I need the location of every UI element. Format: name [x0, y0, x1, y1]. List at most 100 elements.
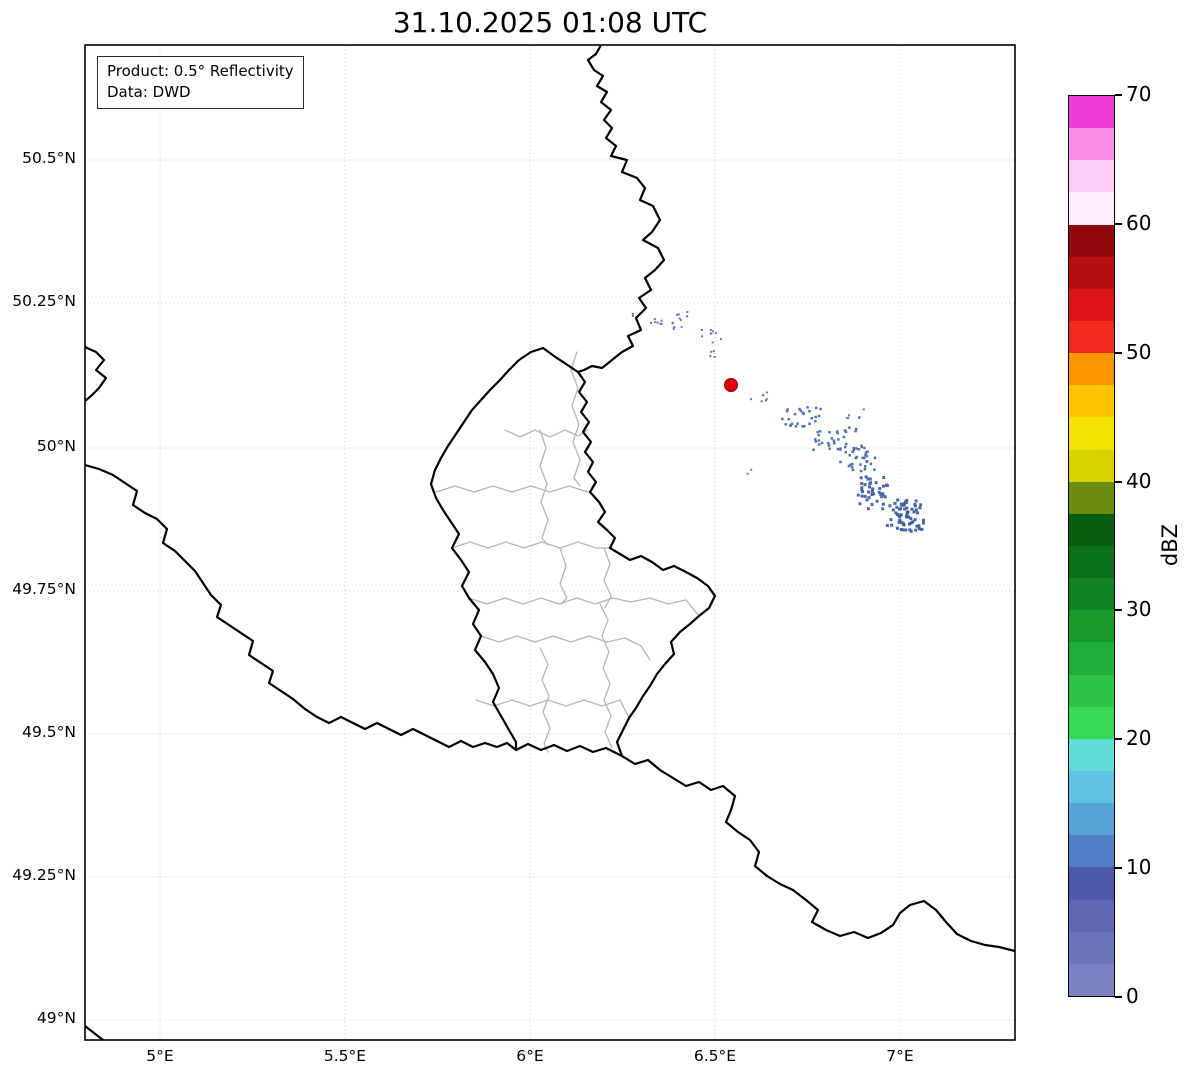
radar-echo-pixel — [839, 448, 842, 451]
radar-echo-pixel — [844, 442, 848, 446]
radar-echo-pixel — [863, 456, 866, 460]
colorbar-tick-mark — [1115, 867, 1122, 870]
radar-echo-pixel — [918, 506, 922, 510]
graticule-gridlines — [85, 45, 1015, 1040]
radar-echo-pixel — [790, 422, 794, 425]
radar-echo-pixel — [848, 454, 851, 457]
radar-echo-pixel — [808, 422, 811, 426]
radar-echo-pixel — [898, 514, 902, 518]
radar-echo-pixel — [870, 502, 874, 506]
radar-echo-pixel — [672, 328, 675, 330]
radar-echo-pixel — [867, 490, 870, 494]
colorbar-segment — [1069, 385, 1114, 418]
colorbar-segment — [1069, 481, 1114, 514]
radar-echo-pixel — [905, 506, 909, 510]
radar-echo-pixel — [845, 416, 848, 419]
radar-echo-pixel — [836, 430, 839, 433]
radar-echo-pixel — [859, 476, 863, 480]
colorbar-segment — [1069, 610, 1114, 643]
colorbar-tick-mark — [1115, 996, 1122, 998]
radar-echo-pixel — [914, 499, 918, 503]
radar-echo-pixel — [672, 326, 675, 329]
radar-echo-pixel — [814, 419, 817, 423]
colorbar-segment — [1069, 578, 1114, 611]
colorbar-segment — [1069, 192, 1114, 225]
radar-echo-pixel — [653, 318, 656, 321]
radar-echo-pixel — [904, 515, 908, 519]
radar-echo-pixel — [859, 469, 863, 473]
radar-echo-pixel — [847, 416, 850, 419]
radar-echo-pixel — [817, 433, 820, 437]
radar-echo-pixel — [678, 317, 681, 320]
radar-echo-pixel — [903, 507, 907, 511]
radar-echo-pixel — [865, 460, 869, 463]
colorbar-segment — [1069, 835, 1114, 868]
radar-echo-pixel — [866, 507, 870, 511]
radar-echo-pixel — [868, 485, 871, 489]
district-border — [451, 541, 611, 549]
colorbar-segment — [1069, 513, 1114, 546]
radar-echo-pixel — [798, 407, 801, 411]
radar-echo-pixel — [883, 495, 887, 499]
radar-echo-pixel — [676, 313, 679, 316]
radar-echo-pixel — [864, 453, 867, 457]
radar-echo-pixel — [909, 529, 913, 533]
radar-echo-pixel — [868, 477, 872, 481]
colorbar-segment — [1069, 706, 1114, 739]
colorbar-segment — [1069, 224, 1114, 257]
radar-echo-pixel — [710, 332, 713, 335]
radar-echo-pixel — [905, 513, 909, 517]
radar-echo-pixel — [863, 468, 867, 471]
radar-echo-pixel — [709, 355, 712, 358]
district-border — [435, 485, 589, 493]
radar-echo-pixel — [857, 448, 861, 451]
radar-echo-pixel — [907, 515, 911, 519]
radar-echo-pixel — [851, 468, 855, 472]
radar-echo-pixel — [836, 447, 840, 451]
radar-echo-pixel — [713, 355, 716, 358]
colorbar-segment — [1069, 963, 1114, 996]
radar-echo-pixel — [894, 511, 898, 515]
district-border — [468, 597, 700, 617]
radar-echo-pixel — [910, 507, 914, 511]
radar-echo-pixel — [864, 475, 868, 479]
radar-echo-pixel — [720, 337, 722, 340]
radar-echo-pixel — [879, 492, 883, 496]
colorbar-tick-label: 60 — [1126, 210, 1152, 235]
radar-echo-pixel — [863, 494, 867, 498]
radar-echo-pixel — [784, 423, 787, 426]
radar-echo-pixel — [796, 422, 799, 425]
radar-echo-pixel — [827, 443, 831, 447]
colorbar-axis-label: dBZ — [1158, 523, 1182, 567]
radar-echo-pixel — [781, 417, 784, 421]
radar-echo-pixel — [914, 528, 918, 532]
radar-echo-pixel — [660, 323, 663, 325]
radar-echo-pixel — [843, 445, 847, 449]
radar-echo-pixel — [865, 454, 869, 458]
colorbar-segment — [1069, 899, 1114, 932]
radar-echo-pixel — [881, 502, 885, 506]
radar-echo-pixel — [866, 450, 869, 453]
radar-echo-pixel — [860, 445, 863, 449]
radar-echo-pixel — [761, 393, 764, 396]
radar-echo-pixel — [874, 481, 878, 485]
radar-echo-pixel — [818, 443, 821, 446]
colorbar-segment — [1069, 288, 1114, 321]
radar-echo-pixel — [808, 410, 811, 413]
colorbar-tick-label: 0 — [1126, 984, 1139, 1008]
y-axis-tick-label: 50°N — [36, 437, 76, 455]
radar-echo-pixel — [750, 398, 753, 401]
radar-echo-pixel — [872, 492, 875, 496]
y-axis-tick-label: 49.75°N — [12, 580, 76, 598]
radar-echo-pixel — [888, 504, 892, 508]
radar-echo-pixel — [847, 464, 851, 468]
colorbar-tick-label: 40 — [1126, 468, 1152, 493]
border-fragment-corner — [85, 1024, 105, 1040]
radar-echo-pixel — [896, 498, 900, 502]
country-borders — [85, 45, 1015, 1040]
radar-echo-pixel — [787, 417, 790, 421]
radar-echo-pixel — [765, 398, 768, 401]
radar-echo-pixel — [712, 330, 714, 333]
radar-echo-pixel — [816, 430, 819, 434]
